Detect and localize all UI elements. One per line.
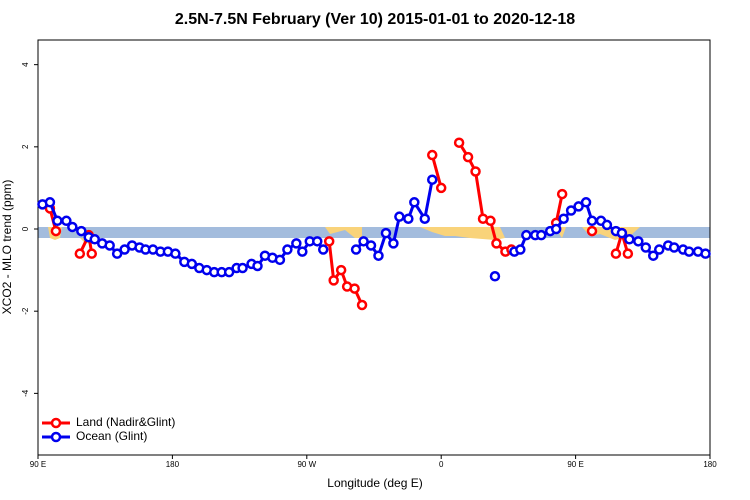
y-tick-label: -4 xyxy=(21,389,30,397)
x-tick-label: 90 E xyxy=(567,460,583,469)
x-tick-label: 0 xyxy=(439,460,444,469)
data-point xyxy=(104,240,115,251)
data-point xyxy=(633,236,644,247)
data-point xyxy=(349,283,360,294)
data-point xyxy=(586,225,598,237)
data-point xyxy=(668,242,680,253)
data-point xyxy=(426,174,438,185)
legend: Land (Nadir&Glint)Ocean (Glint) xyxy=(42,415,175,443)
ocean-band xyxy=(38,227,710,238)
data-point xyxy=(297,246,308,257)
data-point xyxy=(462,151,474,163)
data-point xyxy=(403,213,414,224)
chart-title: 2.5N-7.5N February (Ver 10) 2015-01-01 t… xyxy=(175,11,575,28)
data-point xyxy=(44,197,56,208)
data-point xyxy=(76,225,87,237)
data-point xyxy=(536,229,547,241)
data-point xyxy=(335,264,347,276)
data-point xyxy=(489,271,501,282)
data-point xyxy=(274,254,286,266)
data-point xyxy=(86,248,98,259)
data-point xyxy=(515,244,526,255)
legend-label: Ocean (Glint) xyxy=(76,429,147,443)
data-point xyxy=(67,221,78,233)
data-point xyxy=(356,299,368,311)
data-point xyxy=(358,236,369,247)
data-point xyxy=(556,188,568,200)
data-point xyxy=(252,260,263,272)
data-point xyxy=(616,227,628,239)
y-tick-label: -2 xyxy=(21,307,30,315)
data-point xyxy=(653,244,665,255)
data-point xyxy=(373,250,384,261)
data-point xyxy=(485,215,496,227)
data-point xyxy=(419,213,431,224)
plot-frame xyxy=(37,39,711,456)
data-point xyxy=(624,234,635,245)
data-point xyxy=(683,246,695,257)
legend-marker xyxy=(50,431,62,443)
x-tick-label: 90 E xyxy=(30,460,46,469)
y-axis-label: XCO2 - MLO trend (ppm) xyxy=(0,180,14,315)
data-point xyxy=(470,166,481,177)
data-point xyxy=(237,262,248,274)
data-point xyxy=(435,182,447,194)
legend-label: Land (Nadir&Glint) xyxy=(76,415,175,429)
data-point xyxy=(186,258,198,270)
data-point xyxy=(119,244,130,255)
data-point xyxy=(380,227,392,239)
data-point xyxy=(426,149,438,161)
y-tick-label: 2 xyxy=(21,144,30,149)
y-tick-label: 4 xyxy=(21,62,30,67)
data-point xyxy=(350,244,362,255)
data-point xyxy=(521,229,532,241)
data-point xyxy=(409,197,420,208)
data-point xyxy=(640,242,652,253)
data-point xyxy=(282,244,293,255)
data-point xyxy=(648,250,659,261)
data-point xyxy=(610,248,622,259)
data-point xyxy=(111,248,123,259)
legend-marker xyxy=(50,417,62,429)
data-point xyxy=(61,215,72,227)
data-point xyxy=(52,215,63,227)
data-point xyxy=(74,248,86,259)
data-point xyxy=(622,248,634,259)
data-point xyxy=(586,215,598,227)
data-point xyxy=(365,240,377,251)
data-point xyxy=(328,275,339,286)
data-point xyxy=(170,248,181,259)
data-point xyxy=(50,225,62,237)
data-point xyxy=(317,244,329,255)
data-point xyxy=(291,238,302,249)
data-point xyxy=(558,213,569,224)
data-point xyxy=(700,248,711,259)
data-point xyxy=(601,219,613,231)
data-point xyxy=(388,238,399,249)
data-point xyxy=(312,236,323,247)
x-axis-label: Longitude (deg E) xyxy=(327,476,422,490)
x-tick-label: 90 W xyxy=(297,460,316,469)
data-point xyxy=(223,266,235,278)
data-point xyxy=(550,223,562,235)
data-point xyxy=(323,236,335,247)
y-tick-label: 0 xyxy=(21,226,30,231)
data-point xyxy=(573,201,584,212)
data-point xyxy=(491,238,502,249)
data-point xyxy=(565,205,577,216)
data-point xyxy=(580,197,592,208)
x-tick-label: 180 xyxy=(166,460,180,469)
data-point xyxy=(453,137,465,148)
x-tick-label: 180 xyxy=(703,460,717,469)
data-point xyxy=(89,234,100,245)
data-point xyxy=(394,211,405,222)
